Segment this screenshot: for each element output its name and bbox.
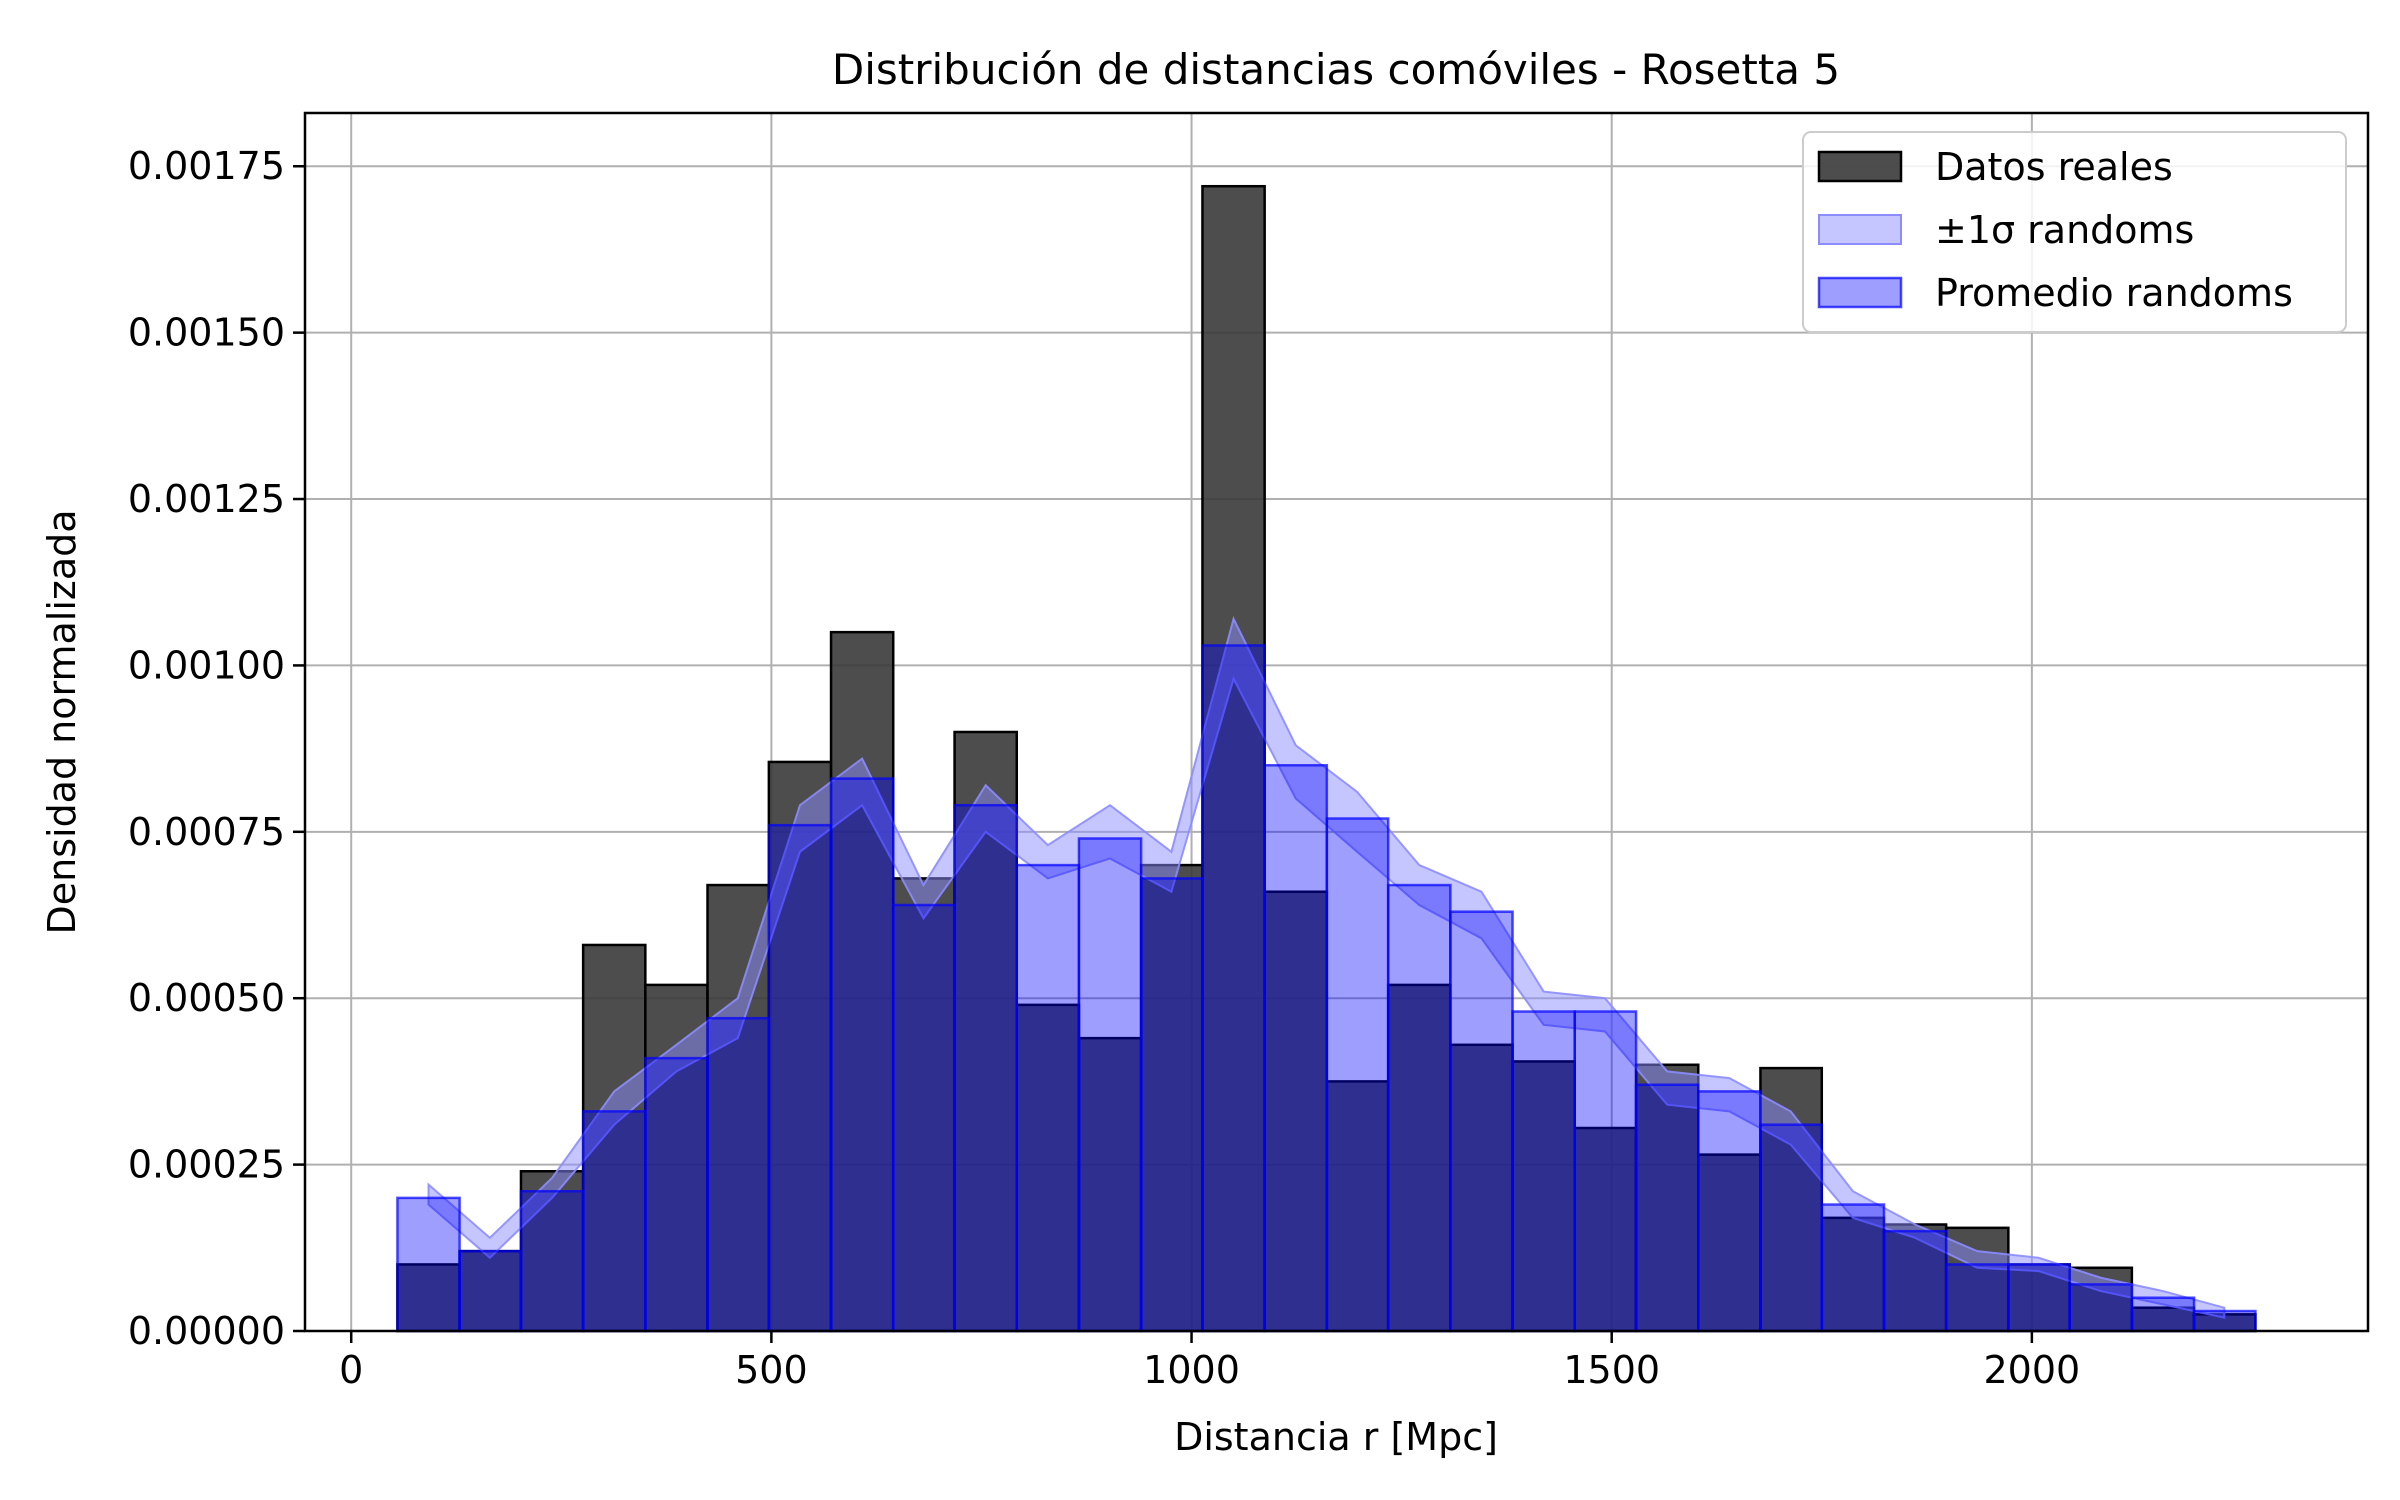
promedio-randoms-bar-22	[1759, 1123, 1824, 1333]
promedio-randoms-bar-2	[519, 1189, 585, 1333]
datos-reales-bar-11	[1077, 1036, 1143, 1333]
promedio-randoms-bar-24	[1882, 1229, 1948, 1333]
y-tick-label-0: 0.00000	[128, 1309, 285, 1353]
x-tick-label-2: 1000	[1143, 1348, 1240, 1392]
y-tick-label-3: 0.00075	[128, 810, 285, 854]
promedio-randoms-bar-8	[891, 903, 956, 1333]
promedio-randoms-bar-21	[1697, 1090, 1762, 1333]
x-tick-label-4: 2000	[1984, 1348, 2081, 1392]
plot-data	[396, 184, 2257, 1333]
promedio-randoms-bar-0	[396, 1196, 461, 1333]
promedio-randoms-bar-15	[1325, 817, 1390, 1333]
y-tick-label-5: 0.00125	[128, 477, 285, 521]
promedio-randoms-bar-6	[767, 823, 833, 1333]
datos-reales-bar-13	[1201, 184, 1266, 1333]
y-tick-label-4: 0.00100	[128, 643, 285, 687]
legend-box	[1802, 131, 2347, 333]
datos-reales-bar-10	[1015, 1003, 1081, 1333]
legend-label-promedio-randoms: Promedio randoms	[1935, 271, 2293, 315]
legend-label-sigma-band: ±1σ randoms	[1935, 208, 2194, 252]
datos-reales-bar-8	[891, 877, 956, 1333]
promedio-randoms-bar-16	[1386, 883, 1452, 1333]
y-axis-label: Densidad normalizada	[40, 509, 84, 934]
promedio-randoms-bar-20	[1634, 1083, 1700, 1333]
x-tick-label-0: 0	[339, 1348, 363, 1392]
promedio-randoms-bar-10	[1015, 863, 1081, 1333]
x-tick-label-1: 500	[735, 1348, 808, 1392]
axis-ticks: 0 500 1000 1500 2000 0.00000 0.00025 0.00050 0.0…	[128, 144, 2080, 1392]
promedio-randoms-bar-13	[1201, 644, 1266, 1333]
promedio-randoms-bar-28	[2130, 1296, 2196, 1333]
promedio-randoms-bar-23	[1820, 1203, 1886, 1333]
legend-swatch-sigma-band	[1818, 214, 1902, 245]
promedio-randoms-bar-4	[644, 1056, 709, 1333]
legend-label-datos-reales: Datos reales	[1935, 145, 2173, 189]
y-tick-label-6: 0.00150	[128, 311, 285, 355]
x-axis-label: Distancia r [Mpc]	[1174, 1415, 1498, 1459]
promedio-randoms-bar-11	[1077, 837, 1143, 1333]
promedio-randoms-bar-27	[2068, 1283, 2134, 1333]
promedio-randoms-bar-12	[1139, 877, 1204, 1333]
promedio-randoms-bar-17	[1449, 910, 1514, 1333]
chart-title: Distribución de distancias comóviles - R…	[832, 45, 1840, 94]
promedio-randoms-bar-19	[1573, 1010, 1638, 1333]
plot-frame	[303, 111, 2370, 1333]
datos-reales-bar-20	[1634, 1063, 1700, 1333]
promedio-randoms-bar-25	[1944, 1263, 2010, 1333]
datos-reales-bar-21	[1697, 1153, 1762, 1333]
promedio-randoms-bar-9	[953, 803, 1019, 1333]
x-tick-label-3: 1500	[1563, 1348, 1660, 1392]
sigma-band-area	[427, 616, 2226, 1319]
promedio-randoms-bar-14	[1263, 764, 1329, 1333]
promedio-randoms-bar-29	[2192, 1309, 2257, 1333]
y-tick-label-7: 0.00175	[128, 144, 285, 188]
legend-swatch-datos-reales	[1817, 150, 1903, 183]
legend: Datos reales ±1σ randoms Promedio random…	[1802, 131, 2347, 333]
y-tick-label-1: 0.00025	[128, 1143, 285, 1187]
promedio-randoms-bar-3	[581, 1110, 647, 1333]
promedio-randoms-bar-1	[458, 1249, 523, 1333]
promedio-randoms-bar-26	[2007, 1263, 2071, 1333]
legend-swatch-promedio-randoms	[1817, 276, 1903, 309]
datos-reales-bar-14	[1263, 890, 1329, 1333]
promedio-randoms-bar-18	[1511, 1010, 1576, 1333]
promedio-randoms-bar-7	[829, 777, 895, 1333]
datos-reales-bar-19	[1573, 1126, 1638, 1333]
datos-reales-bar-18	[1511, 1060, 1576, 1333]
promedio-randoms-bar-5	[706, 1016, 771, 1333]
y-tick-label-2: 0.00050	[128, 976, 285, 1020]
datos-reales-bar-17	[1449, 1043, 1514, 1333]
